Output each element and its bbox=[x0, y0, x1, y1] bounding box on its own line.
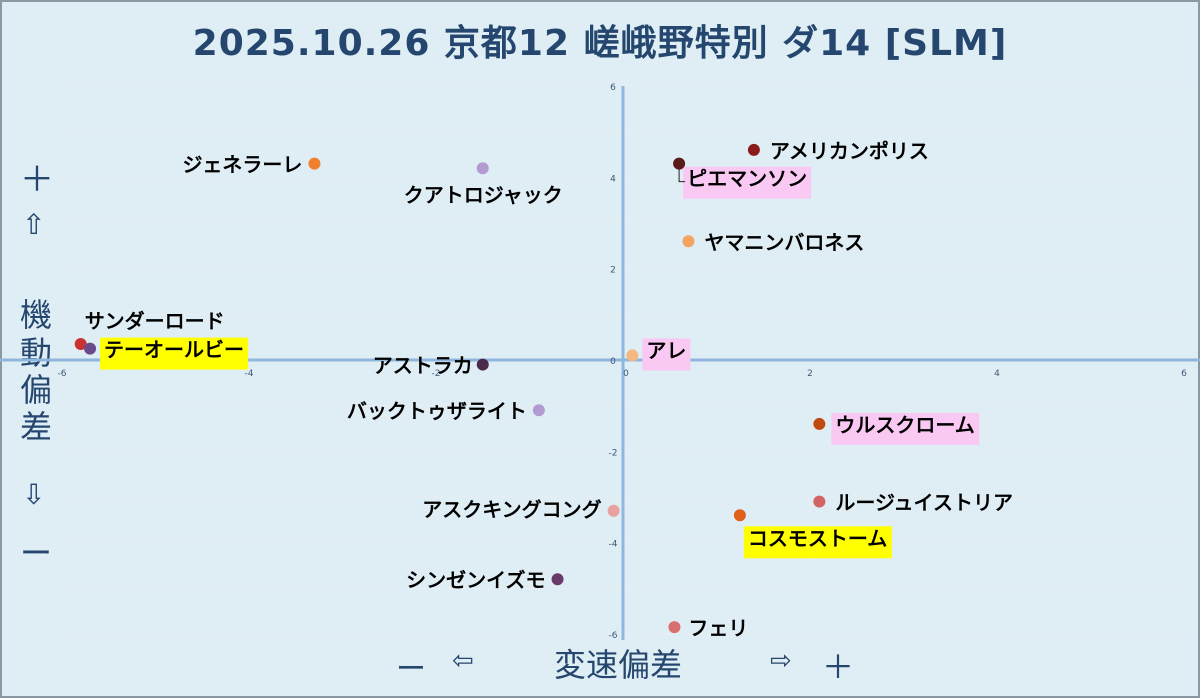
point-group: ルージュイストリア bbox=[813, 491, 1013, 515]
point-label: ウルスクローム bbox=[835, 413, 974, 437]
x-tick-label: -4 bbox=[245, 369, 254, 379]
x-axis-plus: ＋ bbox=[822, 648, 855, 686]
x-axis-title: 変速偏差 bbox=[554, 646, 683, 684]
point-label: ジェネラーレ bbox=[182, 153, 302, 177]
point-group: アスクキングコング bbox=[422, 498, 620, 522]
point-group: ジェネラーレ bbox=[182, 153, 321, 177]
data-point bbox=[476, 162, 489, 175]
point-group: アメリカンポリス bbox=[747, 139, 929, 163]
point-label: アメリカンポリス bbox=[770, 139, 929, 163]
data-point bbox=[308, 157, 321, 170]
point-group: アストラカ bbox=[373, 354, 489, 378]
y-tick-label: 2 bbox=[610, 266, 616, 276]
x-tick-label: 0 bbox=[623, 369, 629, 379]
point-group: クアトロジャック bbox=[404, 162, 563, 207]
x-tick-label: -2 bbox=[432, 369, 441, 379]
data-point bbox=[813, 495, 826, 508]
data-point bbox=[626, 349, 639, 362]
data-point bbox=[551, 573, 564, 586]
data-point bbox=[673, 157, 686, 170]
data-point bbox=[84, 342, 97, 355]
y-tick-label: 0 bbox=[610, 357, 616, 367]
leader-line bbox=[678, 167, 686, 183]
data-point bbox=[733, 509, 746, 522]
point-label: ヤマニンバロネス bbox=[704, 230, 864, 254]
y-axis-char-4: 差 bbox=[20, 408, 53, 446]
data-point bbox=[813, 417, 826, 430]
x-axis-right-arrow: ⇨ bbox=[770, 646, 792, 676]
x-axis-minus: ー bbox=[396, 652, 426, 687]
x-tick-label: -6 bbox=[58, 369, 67, 379]
y-tick-label: 4 bbox=[610, 174, 616, 184]
x-tick-label: 6 bbox=[1181, 369, 1187, 379]
y-tick-label: -4 bbox=[609, 540, 618, 550]
point-label: アレ bbox=[646, 338, 686, 362]
point-label: テーオールビー bbox=[104, 338, 244, 362]
y-tick-label: -2 bbox=[609, 448, 618, 458]
point-label: アストラカ bbox=[373, 354, 473, 378]
y-axis-char-1: 機 bbox=[20, 296, 53, 334]
chart-title: 2025.10.26 京都12 嵯峨野特別 ダ14 [SLM] bbox=[192, 23, 1008, 64]
label-highlight bbox=[743, 526, 892, 559]
x-tick-label: 4 bbox=[994, 369, 1000, 379]
data-point bbox=[476, 358, 489, 371]
data-point bbox=[532, 404, 545, 417]
point-label: サンダーロード bbox=[85, 309, 225, 333]
data-point bbox=[668, 621, 681, 634]
y-tick-label: 6 bbox=[610, 83, 616, 93]
label-highlight bbox=[683, 166, 812, 199]
x-tick-label: 2 bbox=[807, 369, 813, 379]
data-point bbox=[74, 338, 87, 351]
point-label: フェリ bbox=[688, 616, 748, 640]
point-label: アスクキングコング bbox=[422, 498, 601, 522]
point-label: クアトロジャック bbox=[404, 183, 563, 207]
point-label: コスモストーム bbox=[748, 526, 887, 550]
y-axis-up-arrow: ⇧ bbox=[22, 208, 46, 241]
y-axis-char-3: 偏 bbox=[20, 371, 53, 409]
point-group: コスモストーム bbox=[733, 509, 892, 559]
label-highlight bbox=[642, 338, 691, 371]
point-group: バックトゥザライト bbox=[347, 399, 545, 423]
x-axis-left-arrow: ⇦ bbox=[452, 646, 474, 676]
point-label: バックトゥザライト bbox=[347, 399, 527, 423]
point-group: フェリ bbox=[668, 616, 748, 640]
point-label: ピエマンソン bbox=[687, 167, 807, 191]
y-axis-char-2: 動 bbox=[20, 334, 53, 372]
point-group: ピエマンソン bbox=[673, 157, 812, 199]
y-axis-minus: ー bbox=[20, 534, 53, 572]
y-tick-label: -6 bbox=[609, 631, 618, 641]
data-point bbox=[607, 504, 620, 517]
point-group: ヤマニンバロネス bbox=[682, 230, 864, 254]
point-group: シンゼンイズモ bbox=[406, 568, 564, 592]
point-group: テーオールビー bbox=[84, 337, 249, 370]
label-highlight bbox=[100, 337, 249, 370]
point-label: シンゼンイズモ bbox=[406, 568, 545, 592]
point-group: アレ bbox=[626, 338, 691, 371]
point-group: ウルスクローム bbox=[813, 412, 980, 445]
label-highlight bbox=[831, 412, 980, 445]
y-axis-plus: ＋ bbox=[20, 160, 54, 200]
data-point bbox=[682, 235, 695, 248]
data-point bbox=[747, 143, 760, 156]
y-axis-down-arrow: ⇩ bbox=[22, 478, 46, 511]
point-label: ルージュイストリア bbox=[835, 491, 1013, 515]
tick-labels: -6 -4 -2 0 2 4 6 -6 -4 -2 2 4 6 0 bbox=[58, 83, 1188, 641]
point-group: サンダーロード bbox=[74, 309, 225, 351]
